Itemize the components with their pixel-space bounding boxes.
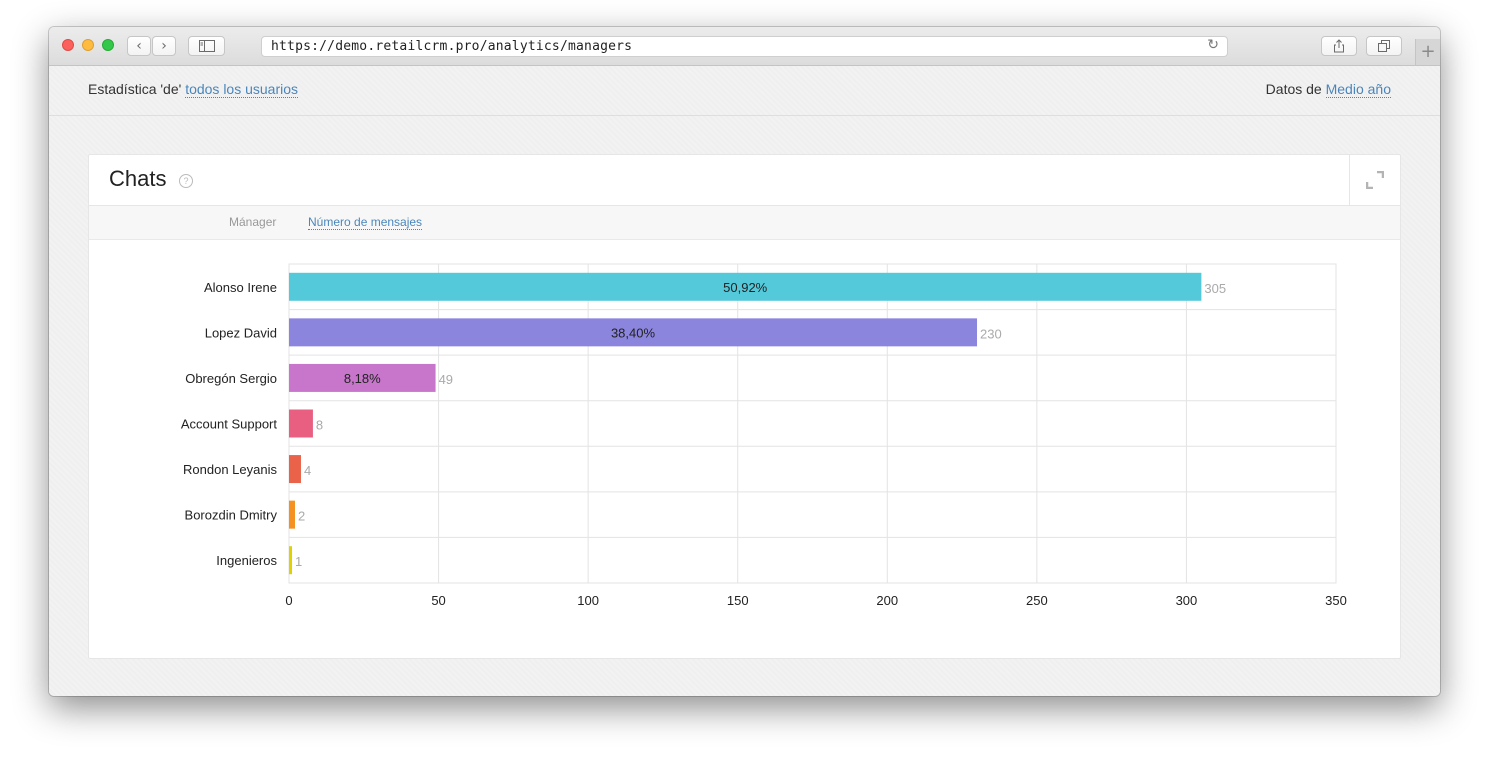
category-label: Account Support <box>181 417 278 432</box>
stat-filter: Estadística 'de' todos los usuarios <box>88 81 299 98</box>
stat-filter-label: Estadística 'de' <box>88 81 182 97</box>
x-tick-label: 50 <box>431 593 445 608</box>
expand-button[interactable] <box>1349 155 1400 205</box>
card-header: Chats ? <box>89 155 1400 206</box>
help-icon[interactable]: ? <box>179 174 193 188</box>
share-icon <box>1334 39 1344 53</box>
sidebar-toggle-button[interactable] <box>188 36 225 56</box>
period-filter-label: Datos de <box>1265 81 1322 97</box>
x-tick-label: 0 <box>285 593 292 608</box>
x-tick-label: 200 <box>876 593 898 608</box>
period-filter: Datos de Medio año <box>1265 81 1391 98</box>
url-text: https://demo.retailcrm.pro/analytics/man… <box>271 39 633 54</box>
bar <box>289 455 301 484</box>
value-label: 4 <box>304 463 311 478</box>
address-bar[interactable]: https://demo.retailcrm.pro/analytics/man… <box>261 36 1228 57</box>
browser-titlebar: ‹ › https://demo.retailcrm.pro/analytics… <box>49 27 1440 66</box>
value-label: 305 <box>1204 281 1226 296</box>
category-label: Alonso Irene <box>204 280 277 295</box>
tabs-icon <box>1378 40 1390 52</box>
sidebar-icon <box>198 40 215 52</box>
minimize-window-button[interactable] <box>82 39 94 51</box>
percent-label: 38,40% <box>611 325 656 340</box>
bar <box>289 409 313 438</box>
category-label: Borozdin Dmitry <box>185 508 278 523</box>
x-tick-label: 250 <box>1026 593 1048 608</box>
column-manager[interactable]: Mánager <box>229 215 277 229</box>
chevron-right-icon: › <box>161 38 167 54</box>
period-filter-link[interactable]: Medio año <box>1325 81 1391 98</box>
zoom-window-button[interactable] <box>102 39 114 51</box>
close-window-button[interactable] <box>62 39 74 51</box>
x-tick-label: 300 <box>1176 593 1198 608</box>
x-tick-label: 350 <box>1325 593 1347 608</box>
bar <box>289 546 292 575</box>
bar <box>289 500 295 529</box>
category-label: Obregón Sergio <box>185 371 277 386</box>
forward-button[interactable]: › <box>152 36 176 56</box>
share-button[interactable] <box>1321 36 1357 56</box>
x-tick-label: 100 <box>577 593 599 608</box>
chats-card: Chats ? Mánager Número de mensajes 0 50 10… <box>88 154 1401 659</box>
reload-icon[interactable]: ↻ <box>1207 37 1219 53</box>
browser-window: ‹ › https://demo.retailcrm.pro/analytics… <box>49 27 1440 696</box>
bar-chart: 0 50 100 150 200 250 300 350 Alonso Irene 305 50,9… <box>181 263 1347 608</box>
value-label: 49 <box>439 372 453 387</box>
column-message-count[interactable]: Número de mensajes <box>308 215 423 230</box>
card-title: Chats <box>109 166 167 191</box>
x-tick-label: 150 <box>727 593 749 608</box>
value-label: 230 <box>980 326 1002 341</box>
chevron-left-icon: ‹ <box>136 38 142 54</box>
tabs-overview-button[interactable] <box>1366 36 1402 56</box>
chart-area: 0 50 100 150 200 250 300 350 Alonso Irene 305 50,9… <box>89 240 1400 658</box>
users-filter-link[interactable]: todos los usuarios <box>185 81 299 98</box>
bar <box>289 318 978 347</box>
bar <box>289 363 436 392</box>
percent-label: 8,18% <box>344 371 381 386</box>
plot-frame <box>288 263 1337 584</box>
percent-label: 50,92% <box>723 280 768 295</box>
back-button[interactable]: ‹ <box>127 36 151 56</box>
category-label: Ingenieros <box>216 553 277 568</box>
page-content: Estadística 'de' todos los usuarios Dato… <box>49 66 1440 696</box>
expand-icon <box>1366 171 1384 189</box>
category-label: Rondon Leyanis <box>183 462 277 477</box>
filter-bar: Estadística 'de' todos los usuarios Dato… <box>49 66 1440 116</box>
bar <box>289 272 1202 301</box>
new-tab-button[interactable]: + <box>1415 39 1440 65</box>
column-header-bar: Mánager Número de mensajes <box>89 206 1400 240</box>
plus-icon: + <box>1420 41 1436 62</box>
value-label: 8 <box>316 418 323 433</box>
value-label: 2 <box>298 509 305 524</box>
value-label: 1 <box>295 554 302 569</box>
category-label: Lopez David <box>205 325 277 340</box>
